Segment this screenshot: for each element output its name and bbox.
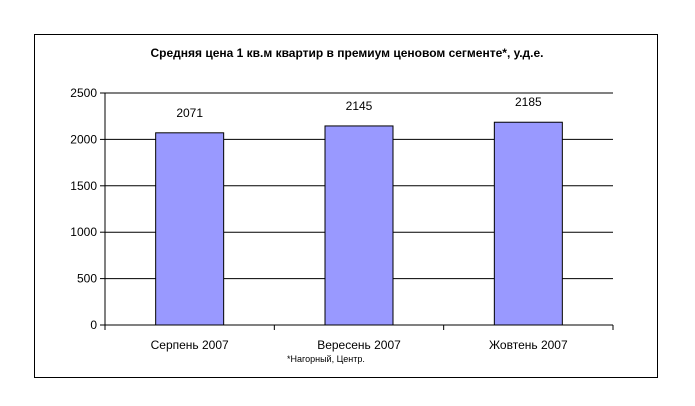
x-tick-label: Серпень 2007 — [151, 338, 229, 352]
x-tick-label: Вересень 2007 — [317, 338, 401, 352]
y-tick-label: 0 — [90, 318, 97, 332]
y-tick-label: 1000 — [70, 225, 97, 239]
axes — [100, 92, 614, 330]
chart-frame: Средняя цена 1 кв.м квартир в премиум це… — [34, 34, 658, 378]
x-tick-label: Жовтень 2007 — [489, 338, 568, 352]
y-tick-label: 2500 — [70, 86, 97, 100]
y-tick-label: 1500 — [70, 179, 97, 193]
data-label: 2071 — [176, 106, 203, 120]
labels: 0 500 1000 1500 2000 2500 2071 Серпень 2007 2145… — [70, 86, 568, 352]
bar — [324, 125, 394, 326]
data-label: 2145 — [346, 99, 373, 113]
bar-chart: Средняя цена 1 кв.м квартир в премиум це… — [70, 46, 614, 364]
chart-title: Средняя цена 1 кв.м квартир в премиум це… — [150, 46, 543, 60]
y-tick-label: 500 — [77, 272, 97, 286]
bar — [155, 132, 225, 326]
bar — [493, 121, 563, 326]
chart-footnote: *Нагорный, Центр. — [287, 354, 365, 364]
data-label: 2185 — [515, 95, 542, 109]
bars — [155, 121, 563, 326]
y-tick-label: 2000 — [70, 132, 97, 146]
